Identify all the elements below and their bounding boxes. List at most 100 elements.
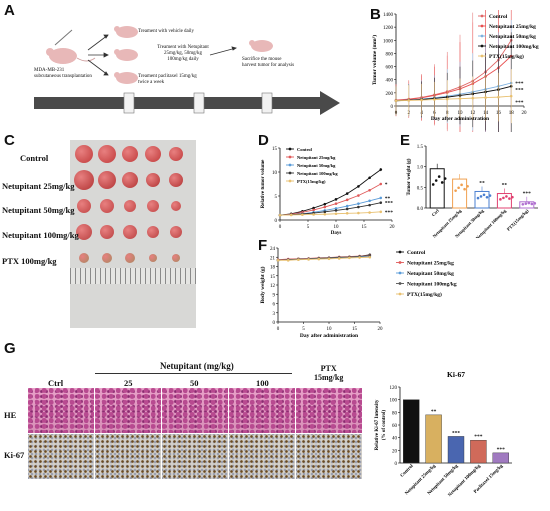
data-point: [323, 205, 327, 209]
chart-g: Ki-67020406080100120Control**Netupitant …: [375, 370, 512, 498]
mouse-icon: [114, 26, 138, 38]
mouse-icon: [249, 40, 273, 52]
bar: [470, 439, 487, 464]
x-tick-label: 0: [277, 327, 280, 332]
tumor-sample: [98, 145, 116, 163]
chart-b: 0246810121416182002004006008001000120014…: [371, 10, 539, 132]
chart-title: Ki-67: [447, 370, 465, 379]
significance-mark: ***: [515, 87, 524, 93]
x-tick-label: 18: [509, 111, 515, 116]
chart-f: 0 5 10 15 20 0 3 6 9 12 15 18 21 24 Day after administ…: [259, 247, 457, 339]
y-tick-label: 1000: [383, 39, 394, 44]
tumor-sample: [124, 200, 136, 212]
data-point: [348, 256, 351, 260]
significance-mark: ***: [515, 100, 524, 106]
y-tick-label: 12: [270, 284, 276, 289]
data-point: [379, 201, 383, 205]
y-tick-label: 200: [386, 92, 394, 97]
tumor-sample: [123, 225, 137, 239]
y-tick-label: 24: [270, 247, 276, 252]
x-axis-label: Day after administration: [431, 116, 489, 122]
bar: [496, 193, 512, 209]
data-point: [334, 207, 338, 210]
x-axis-label: Day after administration: [300, 333, 358, 339]
mouse-icon: [114, 49, 138, 61]
legend-item: Netupitant 25mg/kg: [297, 155, 336, 160]
data-point: [433, 98, 436, 101]
y-tick-label: 80: [392, 411, 398, 416]
x-tick-label: 15: [362, 225, 368, 230]
netupitant-text: Treament with Netupitant 25mg/kg, 50mg/k…: [157, 45, 209, 62]
tumor-sample: [169, 147, 183, 161]
y-tick-label: 10: [272, 171, 278, 176]
legend-item: Control: [407, 250, 426, 256]
data-point: [379, 182, 383, 186]
data-point: [278, 213, 282, 217]
y-tick-label: 120: [390, 386, 398, 391]
tumor-sample: [169, 173, 183, 187]
data-point: [379, 168, 383, 171]
y-tick-label: 1400: [383, 13, 394, 18]
y-tick-label: 18: [270, 266, 276, 271]
panel-letter-g: G: [4, 340, 16, 357]
tumor-sample: [171, 201, 181, 211]
data-point: [484, 96, 487, 99]
legend-item: Netupitant 25mg/kg: [407, 261, 454, 267]
y-tick-label: 0: [275, 219, 278, 224]
y-tick-label: 6: [273, 303, 276, 308]
y-tick-label: 1.0: [417, 166, 424, 171]
tumor-sample: [125, 253, 135, 263]
ki67-stain-image: [229, 434, 295, 479]
legend-item: PTX(15mg/kg): [407, 291, 442, 298]
significance-mark: ***: [497, 447, 506, 453]
tumor-row-label: PTX 100mg/kg: [2, 256, 57, 266]
data-point: [368, 176, 371, 180]
ihc-row-label: Ki-67: [4, 450, 25, 460]
data-point: [358, 256, 361, 259]
data-point: [334, 198, 338, 201]
x-tick-label: 0: [279, 225, 282, 230]
vehicle-text: Treament with vehicle daily: [138, 29, 195, 34]
tumor-sample: [146, 173, 160, 187]
legend-item: Netupitant 50mg/kg: [489, 34, 536, 40]
significance-mark: **: [385, 196, 391, 202]
data-point: [345, 207, 349, 211]
ihc-ptx-label: PTX 15mg/kg: [314, 364, 344, 382]
data-point: [297, 258, 300, 262]
legend-item: Netupitant 100mg/kg: [297, 171, 338, 176]
chart-d: 0 5 10 15 20 0 5 10 15 Days Relative tumor volume C…: [261, 147, 396, 236]
tumor-sample: [145, 146, 161, 162]
ki67-stain-image: [162, 434, 228, 479]
tumor-sample: [149, 254, 157, 262]
y-tick-label: 15: [272, 147, 278, 152]
bar: [447, 436, 465, 464]
bar: [492, 452, 510, 464]
x-tick-label: 20: [522, 111, 528, 116]
significance-mark: ***: [452, 430, 461, 436]
ki67-stain-image: [28, 434, 94, 479]
tumor-sample: [98, 171, 116, 189]
data-point: [334, 209, 338, 212]
data-point: [368, 188, 371, 192]
legend-item: PTX(15mg/kg): [297, 179, 326, 184]
tumor-sample: [100, 199, 114, 213]
x-tick-label: 20: [390, 225, 396, 230]
y-tick-label: 5: [275, 195, 278, 200]
significance-mark: ***: [474, 434, 483, 440]
data-point: [317, 257, 321, 261]
y-tick-label: 60: [392, 424, 398, 429]
tumor-sample: [147, 200, 159, 212]
transplant-text: MDA-MB-231 subcutaneous transplantation: [34, 68, 92, 79]
tumor-sample: [74, 170, 94, 190]
data-point: [368, 203, 371, 207]
ruler: [70, 268, 196, 284]
he-stain-image: [162, 388, 228, 433]
data-point: [327, 257, 331, 261]
schematic-diagram: [34, 26, 340, 115]
series-line: [395, 95, 512, 102]
tumor-row-label: Netupitant 100mg/kg: [2, 230, 79, 240]
panel-letter-c: C: [4, 132, 15, 149]
significance-mark: ***: [523, 191, 532, 197]
ihc-row-label: HE: [4, 410, 17, 420]
y-tick-label: 1200: [383, 26, 394, 31]
